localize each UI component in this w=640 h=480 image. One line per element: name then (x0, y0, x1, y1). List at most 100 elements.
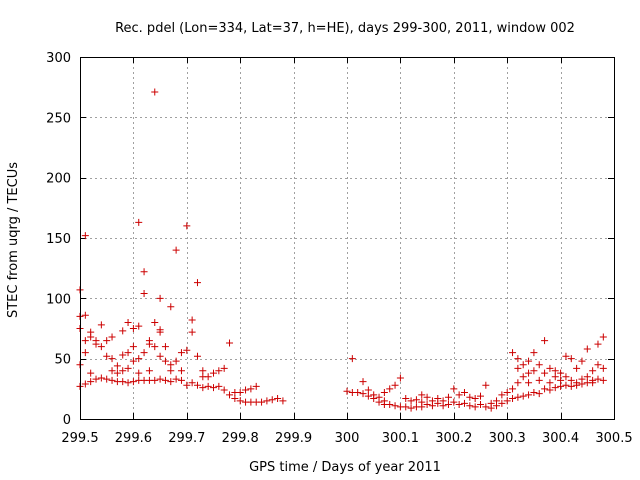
data-point (119, 367, 127, 375)
data-point (199, 367, 207, 375)
data-point (546, 379, 554, 387)
data-point (530, 349, 538, 357)
data-point (418, 403, 426, 411)
data-point (343, 387, 351, 395)
data-point (161, 343, 169, 351)
data-point (482, 403, 490, 411)
data-point (551, 367, 559, 375)
data-point (583, 345, 591, 353)
data-point (530, 388, 538, 396)
y-tick-label: 150 (46, 232, 71, 247)
x-axis-label: GPS time / Days of year 2011 (249, 460, 441, 475)
data-point (487, 404, 495, 412)
data-point (119, 351, 127, 359)
data-point (471, 394, 479, 402)
data-point (113, 369, 121, 377)
data-point (423, 393, 431, 401)
data-point (177, 367, 185, 375)
data-point (418, 391, 426, 399)
data-point (242, 386, 250, 394)
data-point (226, 391, 234, 399)
x-tick-label: 299.7 (168, 431, 205, 446)
data-point (562, 381, 570, 389)
data-point (108, 355, 116, 363)
data-point (551, 384, 559, 392)
data-point (183, 222, 191, 230)
x-tick-label: 300.5 (595, 431, 632, 446)
data-point (525, 379, 533, 387)
data-point (599, 376, 607, 384)
x-tick-label: 300 (335, 431, 360, 446)
data-point (439, 402, 447, 410)
data-point (156, 294, 164, 302)
data-point (594, 375, 602, 383)
data-point (498, 391, 506, 399)
data-point (119, 378, 127, 386)
data-point (145, 340, 153, 348)
data-point (402, 403, 410, 411)
tick-labels: 299.5 299.6 299.7 299.8 299.9 300 300.1 300.2 30… (46, 51, 632, 446)
data-point (509, 394, 517, 402)
y-tick-label: 100 (46, 292, 71, 307)
data-point (268, 396, 276, 404)
data-point (509, 349, 517, 357)
data-point (514, 364, 522, 372)
data-point (183, 381, 191, 389)
data-point (562, 352, 570, 360)
data-point (477, 401, 484, 409)
data-point (167, 303, 175, 311)
data-point (252, 382, 260, 390)
data-point (124, 349, 132, 357)
data-point (583, 373, 591, 381)
data-point (81, 380, 89, 388)
data-point (535, 361, 543, 369)
data-point (594, 361, 602, 369)
y-tick-label: 50 (54, 353, 71, 368)
data-point (364, 386, 372, 394)
data-point (348, 355, 356, 363)
data-point (514, 355, 522, 363)
data-point (140, 349, 148, 357)
data-point (546, 386, 554, 394)
data-point (167, 367, 175, 375)
data-point (87, 333, 95, 341)
data-point (231, 394, 239, 402)
data-point (466, 402, 474, 410)
data-point (129, 378, 137, 386)
x-tick-label: 299.5 (61, 431, 98, 446)
data-point (215, 367, 223, 375)
data-point (129, 343, 137, 351)
data-point (119, 327, 127, 335)
y-tick-label: 250 (46, 111, 71, 126)
data-point (370, 394, 378, 402)
data-point (599, 333, 607, 341)
data-point (279, 397, 287, 405)
data-point (140, 268, 148, 276)
data-point (124, 379, 132, 387)
data-point (258, 398, 266, 406)
data-point (145, 367, 153, 375)
data-point (402, 394, 410, 402)
data-point (92, 375, 100, 383)
data-point (193, 352, 201, 360)
data-point (525, 391, 533, 399)
data-point (514, 393, 522, 401)
data-point (412, 396, 420, 404)
data-point (151, 343, 159, 351)
data-point (525, 369, 533, 377)
data-point (460, 388, 468, 396)
x-tick-label: 300.1 (382, 431, 419, 446)
data-point (97, 374, 105, 382)
data-point (97, 343, 105, 351)
data-point (274, 394, 282, 402)
data-point (573, 381, 581, 389)
data-point (177, 376, 185, 384)
data-point (391, 402, 399, 410)
data-point (172, 357, 180, 365)
data-point (220, 386, 228, 394)
data-point (477, 392, 484, 400)
data-point (135, 355, 143, 363)
data-point (364, 392, 372, 400)
data-point (87, 369, 95, 377)
